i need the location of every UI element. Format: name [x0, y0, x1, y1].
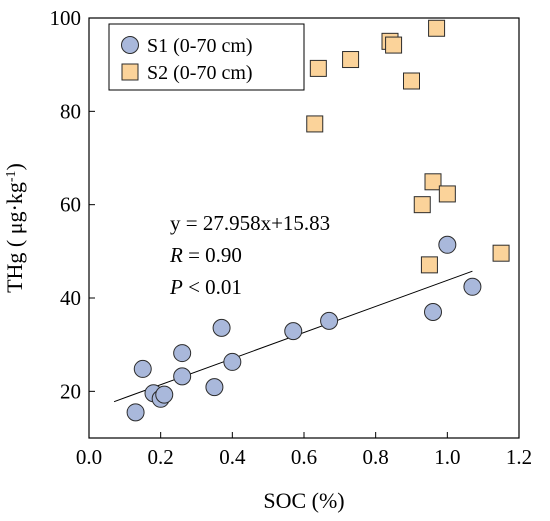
p-value-label: P < 0.01: [169, 275, 242, 299]
x-tick-label: 1.0: [434, 445, 460, 469]
data-point-s1: [173, 367, 192, 386]
data-point-s1: [155, 385, 174, 404]
legend: S1 (0-70 cm) S2 (0-70 cm): [108, 23, 305, 91]
x-tick-label: 0.6: [291, 445, 317, 469]
data-point-s1: [438, 235, 457, 254]
series-s1-points: [126, 235, 482, 422]
data-point-s1: [126, 403, 145, 422]
legend-marker-s1: [121, 36, 139, 54]
data-point-s1: [205, 378, 224, 397]
y-axis: 20 40 60 80 100: [50, 6, 95, 403]
data-point-s2: [420, 256, 438, 274]
y-tick-label: 80: [60, 99, 81, 123]
data-point-s2: [309, 59, 327, 77]
data-point-s2: [492, 244, 510, 262]
x-tick-label: 0.2: [148, 445, 174, 469]
y-tick-label: 20: [60, 379, 81, 403]
data-point-s1: [223, 352, 242, 371]
x-tick-label: 0.8: [363, 445, 389, 469]
legend-label-s2: S2 (0-70 cm): [147, 62, 253, 84]
x-axis: 0.0 0.2 0.4 0.6 0.8 1.0 1.2: [76, 432, 532, 469]
data-point-s2: [385, 36, 403, 54]
y-tick-label: 60: [60, 193, 81, 217]
y-tick-label: 100: [50, 6, 82, 30]
x-tick-label: 1.2: [506, 445, 532, 469]
data-point-s1: [320, 311, 339, 330]
data-point-s1: [173, 344, 192, 363]
x-tick-label: 0.4: [219, 445, 246, 469]
data-point-s1: [284, 322, 303, 341]
legend-label-s1: S1 (0-70 cm): [147, 35, 253, 57]
data-point-s1: [133, 359, 152, 378]
data-point-s2: [428, 19, 446, 37]
legend-box: [108, 23, 305, 91]
data-point-s2: [413, 196, 431, 214]
y-axis-title: THg ( μg·kg-1): [2, 163, 27, 293]
data-point-s2: [424, 173, 442, 191]
legend-marker-s2: [121, 63, 139, 81]
data-point-s2: [342, 51, 360, 69]
x-axis-title: SOC (%): [263, 488, 344, 513]
data-point-s1: [463, 277, 482, 296]
y-tick-label: 40: [60, 286, 81, 310]
data-point-s2: [306, 115, 324, 133]
regression-equation: y = 27.958x+15.83: [170, 211, 330, 235]
x-tick-label: 0.0: [76, 445, 102, 469]
data-point-s1: [424, 303, 442, 321]
data-point-s1: [212, 318, 231, 337]
data-point-s2: [403, 72, 420, 90]
series-s2-points: [306, 19, 510, 274]
correlation-label: R = 0.90: [169, 243, 242, 267]
data-point-s2: [438, 185, 456, 203]
